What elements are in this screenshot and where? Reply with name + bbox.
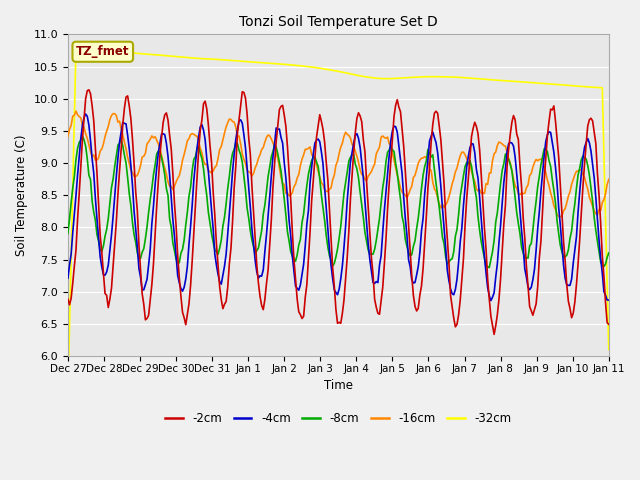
X-axis label: Time: Time bbox=[324, 379, 353, 392]
Text: TZ_fmet: TZ_fmet bbox=[76, 45, 129, 58]
Title: Tonzi Soil Temperature Set D: Tonzi Soil Temperature Set D bbox=[239, 15, 438, 29]
Legend: -2cm, -4cm, -8cm, -16cm, -32cm: -2cm, -4cm, -8cm, -16cm, -32cm bbox=[161, 407, 516, 430]
Y-axis label: Soil Temperature (C): Soil Temperature (C) bbox=[15, 134, 28, 256]
